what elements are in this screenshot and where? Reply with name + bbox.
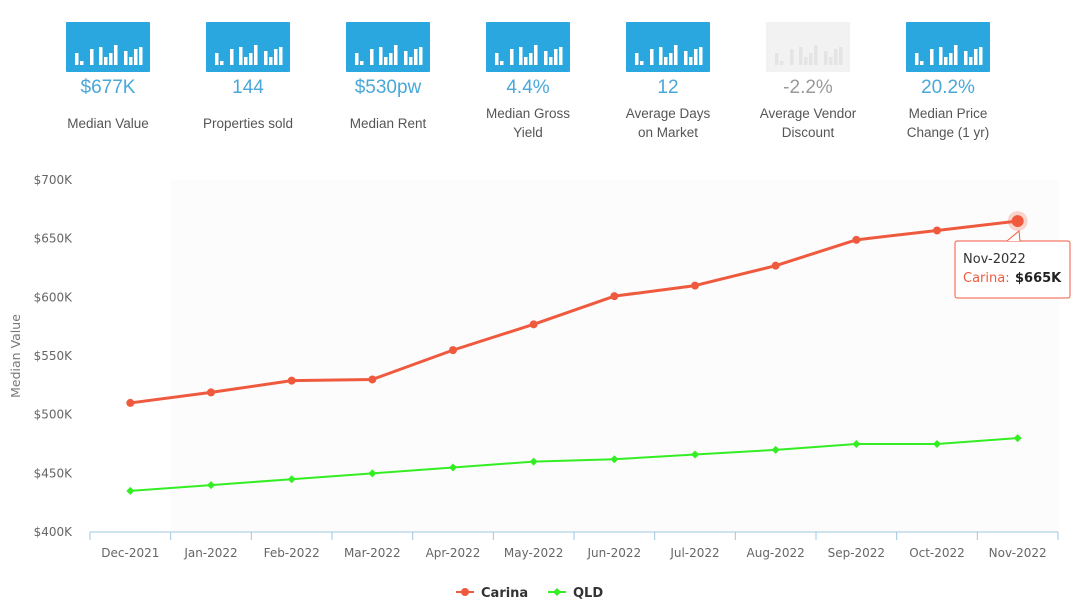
legend-qld-label[interactable]: QLD: [573, 586, 603, 601]
carina-data-point[interactable]: [771, 261, 780, 270]
median-value-chart: $400K $450K $500K $550K $600K $650K $700K Media…: [8, 173, 1071, 601]
y-tick-label: $700K: [34, 173, 74, 187]
carina-data-point[interactable]: [287, 376, 296, 385]
stat-tile: 12 Average Days on Market: [598, 22, 738, 147]
y-axis-title: Median Value: [8, 314, 23, 398]
stat-tile: 144 Properties sold: [178, 22, 318, 147]
stat-label: Average Days on Market: [625, 106, 711, 140]
bar-chart-icon: [206, 22, 290, 72]
x-tick-label: Apr-2022: [426, 546, 481, 560]
y-tick-label: $600K: [34, 290, 74, 304]
qld-data-point[interactable]: [126, 486, 135, 495]
tooltip-pointer: [1006, 230, 1021, 242]
carina-data-point[interactable]: [368, 375, 377, 384]
y-tick-label: $450K: [34, 466, 74, 480]
y-tick-label: $400K: [34, 525, 74, 539]
stat-value: -2.2%: [783, 77, 833, 98]
x-tick-label: Dec-2021: [101, 546, 159, 560]
stat-label: Median Price Change (1 yr): [906, 106, 990, 140]
tooltip-value: $665K: [1015, 271, 1062, 286]
carina-line: [130, 219, 1018, 405]
carina-data-point[interactable]: [1011, 215, 1024, 228]
legend-carina-label[interactable]: Carina: [481, 586, 528, 601]
qld-data-point[interactable]: [852, 440, 861, 448]
stat-value: $677K: [80, 77, 136, 98]
legend-qld-marker[interactable]: [553, 588, 561, 596]
y-tick-label: $500K: [34, 408, 74, 422]
stat-tile: -2.2% Average Vendor Discount: [738, 22, 878, 147]
legend-carina-marker[interactable]: [461, 588, 469, 596]
stat-value: 20.2%: [921, 77, 975, 98]
qld-data-point[interactable]: [771, 445, 780, 454]
carina-data-point[interactable]: [933, 226, 941, 235]
qld-data-point[interactable]: [1013, 434, 1022, 443]
qld-line: [130, 437, 1018, 492]
x-tick-label: Jan-2022: [183, 546, 237, 560]
tooltip-date: Nov-2022: [963, 252, 1026, 267]
qld-data-point[interactable]: [691, 450, 699, 459]
qld-data-point[interactable]: [368, 469, 377, 478]
stat-tile: 4.4% Median Gross Yield: [458, 22, 598, 147]
tooltip-box: [954, 240, 1071, 299]
x-tick-label: Jun-2022: [587, 546, 642, 560]
qld-data-point[interactable]: [610, 455, 619, 464]
y-tick-label: $650K: [34, 232, 74, 246]
carina-data-point[interactable]: [691, 281, 699, 290]
x-tick-label: Jul-2022: [669, 546, 719, 560]
stat-value: 4.4%: [506, 77, 550, 98]
bar-chart-icon: [486, 22, 570, 72]
carina-data-point[interactable]: [449, 346, 457, 355]
stat-tile: $677K Median Value: [38, 22, 178, 147]
bar-chart-icon: [766, 22, 850, 72]
stat-label: Average Vendor Discount: [759, 106, 857, 140]
carina-data-point[interactable]: [529, 320, 538, 329]
x-tick-label: Nov-2022: [989, 546, 1047, 560]
carina-data-point[interactable]: [126, 398, 135, 407]
qld-data-point[interactable]: [287, 475, 296, 484]
bar-chart-icon: [346, 22, 430, 72]
stat-value: 144: [232, 77, 264, 98]
qld-data-point[interactable]: [529, 457, 538, 466]
stat-tile: 20.2% Median Price Change (1 yr): [878, 22, 1018, 147]
stat-value: 12: [657, 77, 679, 98]
stat-label: Median Value: [67, 116, 149, 131]
stat-label: Median Rent: [349, 116, 427, 131]
x-tick-label: Mar-2022: [344, 546, 401, 560]
carina-data-point[interactable]: [207, 388, 215, 397]
stat-tile: $530pw Median Rent: [318, 22, 458, 147]
plot-background: [170, 180, 1058, 532]
bar-chart-icon: [906, 22, 990, 72]
x-tick-label: Oct-2022: [909, 546, 965, 560]
x-tick-label: Sep-2022: [828, 546, 886, 560]
bar-chart-icon: [66, 22, 150, 72]
carina-data-point[interactable]: [610, 292, 619, 301]
carina-data-point[interactable]: [852, 235, 861, 244]
bar-chart-icon: [626, 22, 710, 72]
y-tick-label: $550K: [34, 349, 74, 363]
stats-panel: $677K Median Value 144 Properties sold $530p…: [38, 22, 1038, 147]
stat-value: $530pw: [354, 77, 422, 98]
stat-label: Median Gross Yield: [485, 106, 571, 140]
tooltip-series-name: Carina:: [963, 271, 1010, 286]
qld-data-point[interactable]: [449, 463, 457, 472]
x-tick-label: Aug-2022: [747, 546, 805, 560]
x-tick-label: Feb-2022: [264, 546, 320, 560]
qld-data-point[interactable]: [933, 440, 941, 448]
stat-label: Properties sold: [202, 116, 294, 131]
x-tick-label: May-2022: [504, 546, 563, 560]
qld-data-point[interactable]: [207, 481, 215, 490]
